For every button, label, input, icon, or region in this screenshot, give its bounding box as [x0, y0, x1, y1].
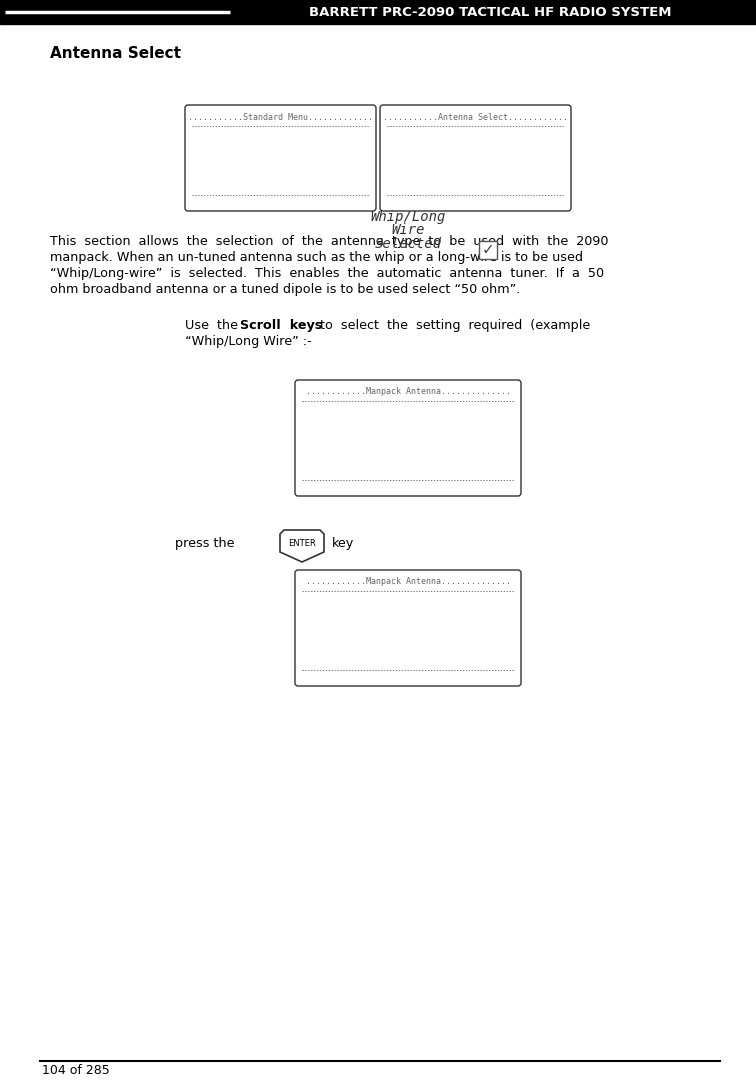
Text: ............Manpack Antenna..............: ............Manpack Antenna.............… [305, 577, 510, 587]
Text: “Whip/Long Wire” :-: “Whip/Long Wire” :- [185, 335, 311, 348]
Bar [0, 0, 756, 24]
Text: 104 of 285: 104 of 285 [42, 1065, 110, 1078]
Text: ✓: ✓ [482, 243, 494, 258]
Text: Whip/Long: Whip/Long [370, 209, 446, 223]
Text: ...........Antenna Select............: ...........Antenna Select............ [383, 113, 568, 121]
Text: ...........Standard Menu.............: ...........Standard Menu............. [188, 113, 373, 121]
Text: manpack. When an un-tuned antenna such as the whip or a long-wire is to be used: manpack. When an un-tuned antenna such a… [50, 251, 583, 264]
Bar [479, 242, 497, 259]
Text: “Whip/Long-wire”  is  selected.  This  enables  the  automatic  antenna  tuner. : “Whip/Long-wire” is selected. This enabl… [50, 268, 604, 280]
Text: Scroll  keys: Scroll keys [240, 319, 322, 332]
Text: press the: press the [175, 536, 234, 549]
Text: Use  the: Use the [185, 319, 246, 332]
Text: Wire: Wire [392, 223, 425, 237]
Polygon shape [280, 530, 324, 562]
Text: This  section  allows  the  selection  of  the  antenna  type  to  be  used  wit: This section allows the selection of the… [50, 235, 609, 248]
Text: ............Manpack Antenna..............: ............Manpack Antenna.............… [305, 388, 510, 396]
Text: ohm broadband antenna or a tuned dipole is to be used select “50 ohm”.: ohm broadband antenna or a tuned dipole … [50, 283, 520, 296]
Text: Antenna Select: Antenna Select [50, 45, 181, 61]
Text: ENTER: ENTER [288, 538, 316, 548]
Text: Selected: Selected [374, 237, 442, 251]
Text: to  select  the  setting  required  (example: to select the setting required (example [312, 319, 590, 332]
Text: BARRETT PRC-2090 TACTICAL HF RADIO SYSTEM: BARRETT PRC-2090 TACTICAL HF RADIO SYSTE… [308, 5, 671, 18]
FancyBboxPatch shape [185, 105, 376, 211]
FancyBboxPatch shape [380, 105, 571, 211]
Text: key: key [332, 536, 355, 549]
FancyBboxPatch shape [295, 570, 521, 686]
FancyBboxPatch shape [295, 380, 521, 496]
